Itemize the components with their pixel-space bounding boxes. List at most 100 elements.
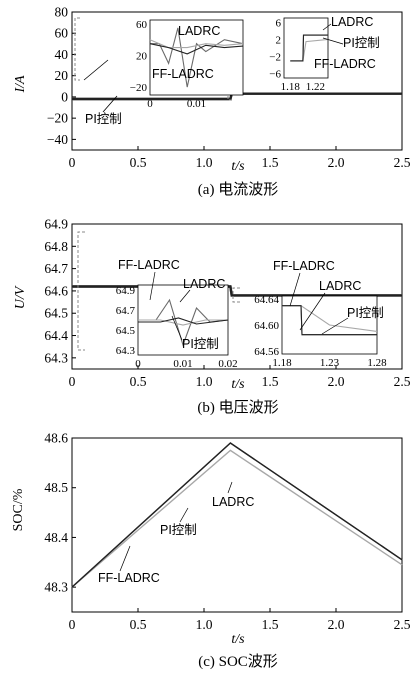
panel-c-pointer-pi xyxy=(179,507,189,523)
panel-b-ytick-label-4: 64.5 xyxy=(44,306,68,321)
panel-a-ytick-label-5: −20 xyxy=(47,111,68,126)
panel-a-inset-2-label-ladrc: LADRC xyxy=(331,15,373,29)
panel-a-inset-1-series-1 xyxy=(149,39,244,49)
panel-a-inset-2-frame xyxy=(283,17,329,79)
panel-b-inset-1-xtick-label-0: 0 xyxy=(135,358,141,370)
panel-c-xtick-label-0: 0 xyxy=(69,617,76,632)
panel-a-inset-1: 0 0.01 60 20 −20 LADRC FF-LADRC xyxy=(130,19,244,110)
panel-b-inset-2-label-ffladrc: FF-LADRC xyxy=(273,259,335,273)
panel-a-xtick-label-1: 0.5 xyxy=(130,155,147,170)
panel-b-inset-1-label-pi: PI控制 xyxy=(182,337,219,351)
panel-b-inset-2-pointer-3 xyxy=(321,317,349,335)
panel-a-inset-1-ytick-label-0: 60 xyxy=(136,19,148,31)
panel-b-inset-1: 0 0.01 0.02 64.9 64.7 64.5 64.3 FF-LADRC LADRC… xyxy=(116,258,238,370)
panel-c-xtick-label-2: 1.0 xyxy=(196,617,213,632)
panel-c-pointer-ladrc xyxy=(227,481,233,494)
panel-b-zoom-marker-1 xyxy=(77,231,85,351)
panel-a-xtick-label-2: 1.0 xyxy=(196,155,213,170)
panel-b-inset-1-pointer-3 xyxy=(171,315,183,341)
panel-a-inset-2-label-pi: PI控制 xyxy=(343,36,380,50)
panel-b-inset-2-label-pi: PI控制 xyxy=(347,306,384,320)
panel-b-inset-1-ytick-label-2: 64.5 xyxy=(116,325,136,337)
panel-a-ytick-label-4: 0 xyxy=(61,89,68,104)
panel-a-ytick-label-0: 80 xyxy=(55,5,69,20)
panel-a-xtick-label-3: 1.5 xyxy=(262,155,279,170)
panel-a-xtick-label-0: 0 xyxy=(69,155,76,170)
panel-a-ytick-label-6: −40 xyxy=(47,132,68,147)
panel-a-inset-2-pointer-1 xyxy=(322,23,332,31)
panel-b-inset-2-label-ladrc: LADRC xyxy=(319,279,361,293)
panel-b-inset-2-xtick-label-2: 1.28 xyxy=(367,357,387,369)
panel-b-ytick-label-0: 64.9 xyxy=(44,217,68,232)
panel-c-label-pi: PI控制 xyxy=(160,523,197,537)
panel-a-zoom-marker-1 xyxy=(74,17,80,81)
panel-c-series-1 xyxy=(71,449,403,588)
panel-c-label-ladrc: LADRC xyxy=(212,495,254,509)
panel-a-series-2 xyxy=(72,92,402,101)
panel-b-ytick-label-6: 64.3 xyxy=(44,350,68,365)
panel-a-annotation-pi: PI控制 xyxy=(85,112,122,126)
panel-b-ytick-label-3: 64.6 xyxy=(44,283,68,298)
panel-a-caption: (a) 电流波形 xyxy=(198,181,278,198)
panel-b-inset-1-xtick-label-2: 0.02 xyxy=(218,358,237,370)
panel-a-inset-1-xtick-label-0: 0 xyxy=(147,98,153,110)
panel-b-xtick-label-5: 2.5 xyxy=(394,374,411,389)
panel-b-ytick-label-2: 64.7 xyxy=(44,261,68,276)
panel-c-xtick-label-5: 2.5 xyxy=(394,617,411,632)
panel-c-ytick-label-2: 48.4 xyxy=(44,530,68,545)
panel-a-inset-1-xtick-label-1: 0.01 xyxy=(187,98,206,110)
panel-a-inset-2-ytick-label-3: −6 xyxy=(269,69,281,81)
panel-b-inset-2-xtick-label-1: 1.23 xyxy=(320,357,340,369)
panel-b-inset-2-series-2 xyxy=(282,305,377,336)
panel-a-inset-2-series-2 xyxy=(290,34,328,62)
panel-b-inset-2-ytick-label-2: 64.56 xyxy=(254,346,279,358)
panel-b-inset-2-ytick-label-0: 64.64 xyxy=(254,294,279,306)
panel-a-inset-2-ytick-label-0: 6 xyxy=(276,17,282,29)
panel-c: 0 0.5 1.0 1.5 2.0 2.5 48.6 48.5 48.4 48.3 SOC/% t… xyxy=(11,431,411,671)
panel-a-pointer xyxy=(83,59,109,81)
panel-c-caption: (c) SOC波形 xyxy=(198,653,278,670)
panel-b-inset-1-label-ffladrc: FF-LADRC xyxy=(118,258,180,272)
panel-b-inset-2-pointer-1 xyxy=(289,272,301,307)
panel-c-series-2 xyxy=(71,442,403,588)
panel-c-xtick-label-4: 2.0 xyxy=(328,617,345,632)
panel-b-inset-1-xtick-label-1: 0.01 xyxy=(173,358,192,370)
panel-a-xtick-label-5: 2.5 xyxy=(394,155,411,170)
panel-c-ytick-label-3: 48.3 xyxy=(44,580,68,595)
panel-a-inset-1-label-ladrc: LADRC xyxy=(178,24,220,38)
panel-b-xtick-label-0: 0 xyxy=(69,374,76,389)
panel-a-inset-2: 1.18 1.22 6 2 −2 −6 LADRC PI控制 FF-LADRC xyxy=(269,15,380,93)
panel-b-inset-1-ytick-label-1: 64.7 xyxy=(116,305,136,317)
panel-b-ytick-label-5: 64.4 xyxy=(44,328,68,343)
panel-c-xtick-label-1: 0.5 xyxy=(130,617,147,632)
panel-b-inset-1-series-2 xyxy=(138,317,229,325)
panel-b-xtick-label-2: 1.0 xyxy=(196,374,213,389)
panel-a-ytick-label-1: 60 xyxy=(55,26,69,41)
panel-c-label-ffladrc: FF-LADRC xyxy=(98,571,160,585)
panel-a-inset-2-ytick-label-1: 2 xyxy=(276,34,282,46)
panel-b-inset-1-label-ladrc: LADRC xyxy=(183,277,225,291)
panel-b-inset-1-ytick-label-0: 64.9 xyxy=(116,285,136,297)
panel-a-inset-2-xtick-label-1: 1.22 xyxy=(306,81,325,93)
panel-c-ytick-label-0: 48.6 xyxy=(44,431,68,446)
panel-a-xtick-label-4: 2.0 xyxy=(328,155,345,170)
panel-b-inset-1-pointer-1 xyxy=(149,271,156,301)
panel-c-frame xyxy=(71,437,403,613)
panel-c-ytick-label-1: 48.5 xyxy=(44,480,68,495)
panel-c-ylabel: SOC/% xyxy=(11,488,26,531)
panel-a-ytick-label-2: 40 xyxy=(55,47,69,62)
panel-a-ytick-label-3: 20 xyxy=(55,68,69,83)
panel-a-inset-1-label-ffladrc: FF-LADRC xyxy=(152,67,214,81)
panel-a-inset-2-ytick-label-2: −2 xyxy=(269,52,281,64)
panel-a-inset-1-series-2 xyxy=(149,43,244,55)
panel-b-xlabel: t/s xyxy=(231,377,245,392)
panel-c-series-0 xyxy=(71,442,403,588)
panel-a-inset-1-series-0 xyxy=(150,27,244,88)
panel-b-xtick-label-1: 0.5 xyxy=(130,374,147,389)
panel-c-xlabel: t/s xyxy=(231,632,245,647)
panel-a-annotation-pi-pointer xyxy=(102,95,118,113)
panel-c-xtick-label-3: 1.5 xyxy=(262,617,279,632)
panel-c-pointer-ffladrc xyxy=(119,545,131,572)
